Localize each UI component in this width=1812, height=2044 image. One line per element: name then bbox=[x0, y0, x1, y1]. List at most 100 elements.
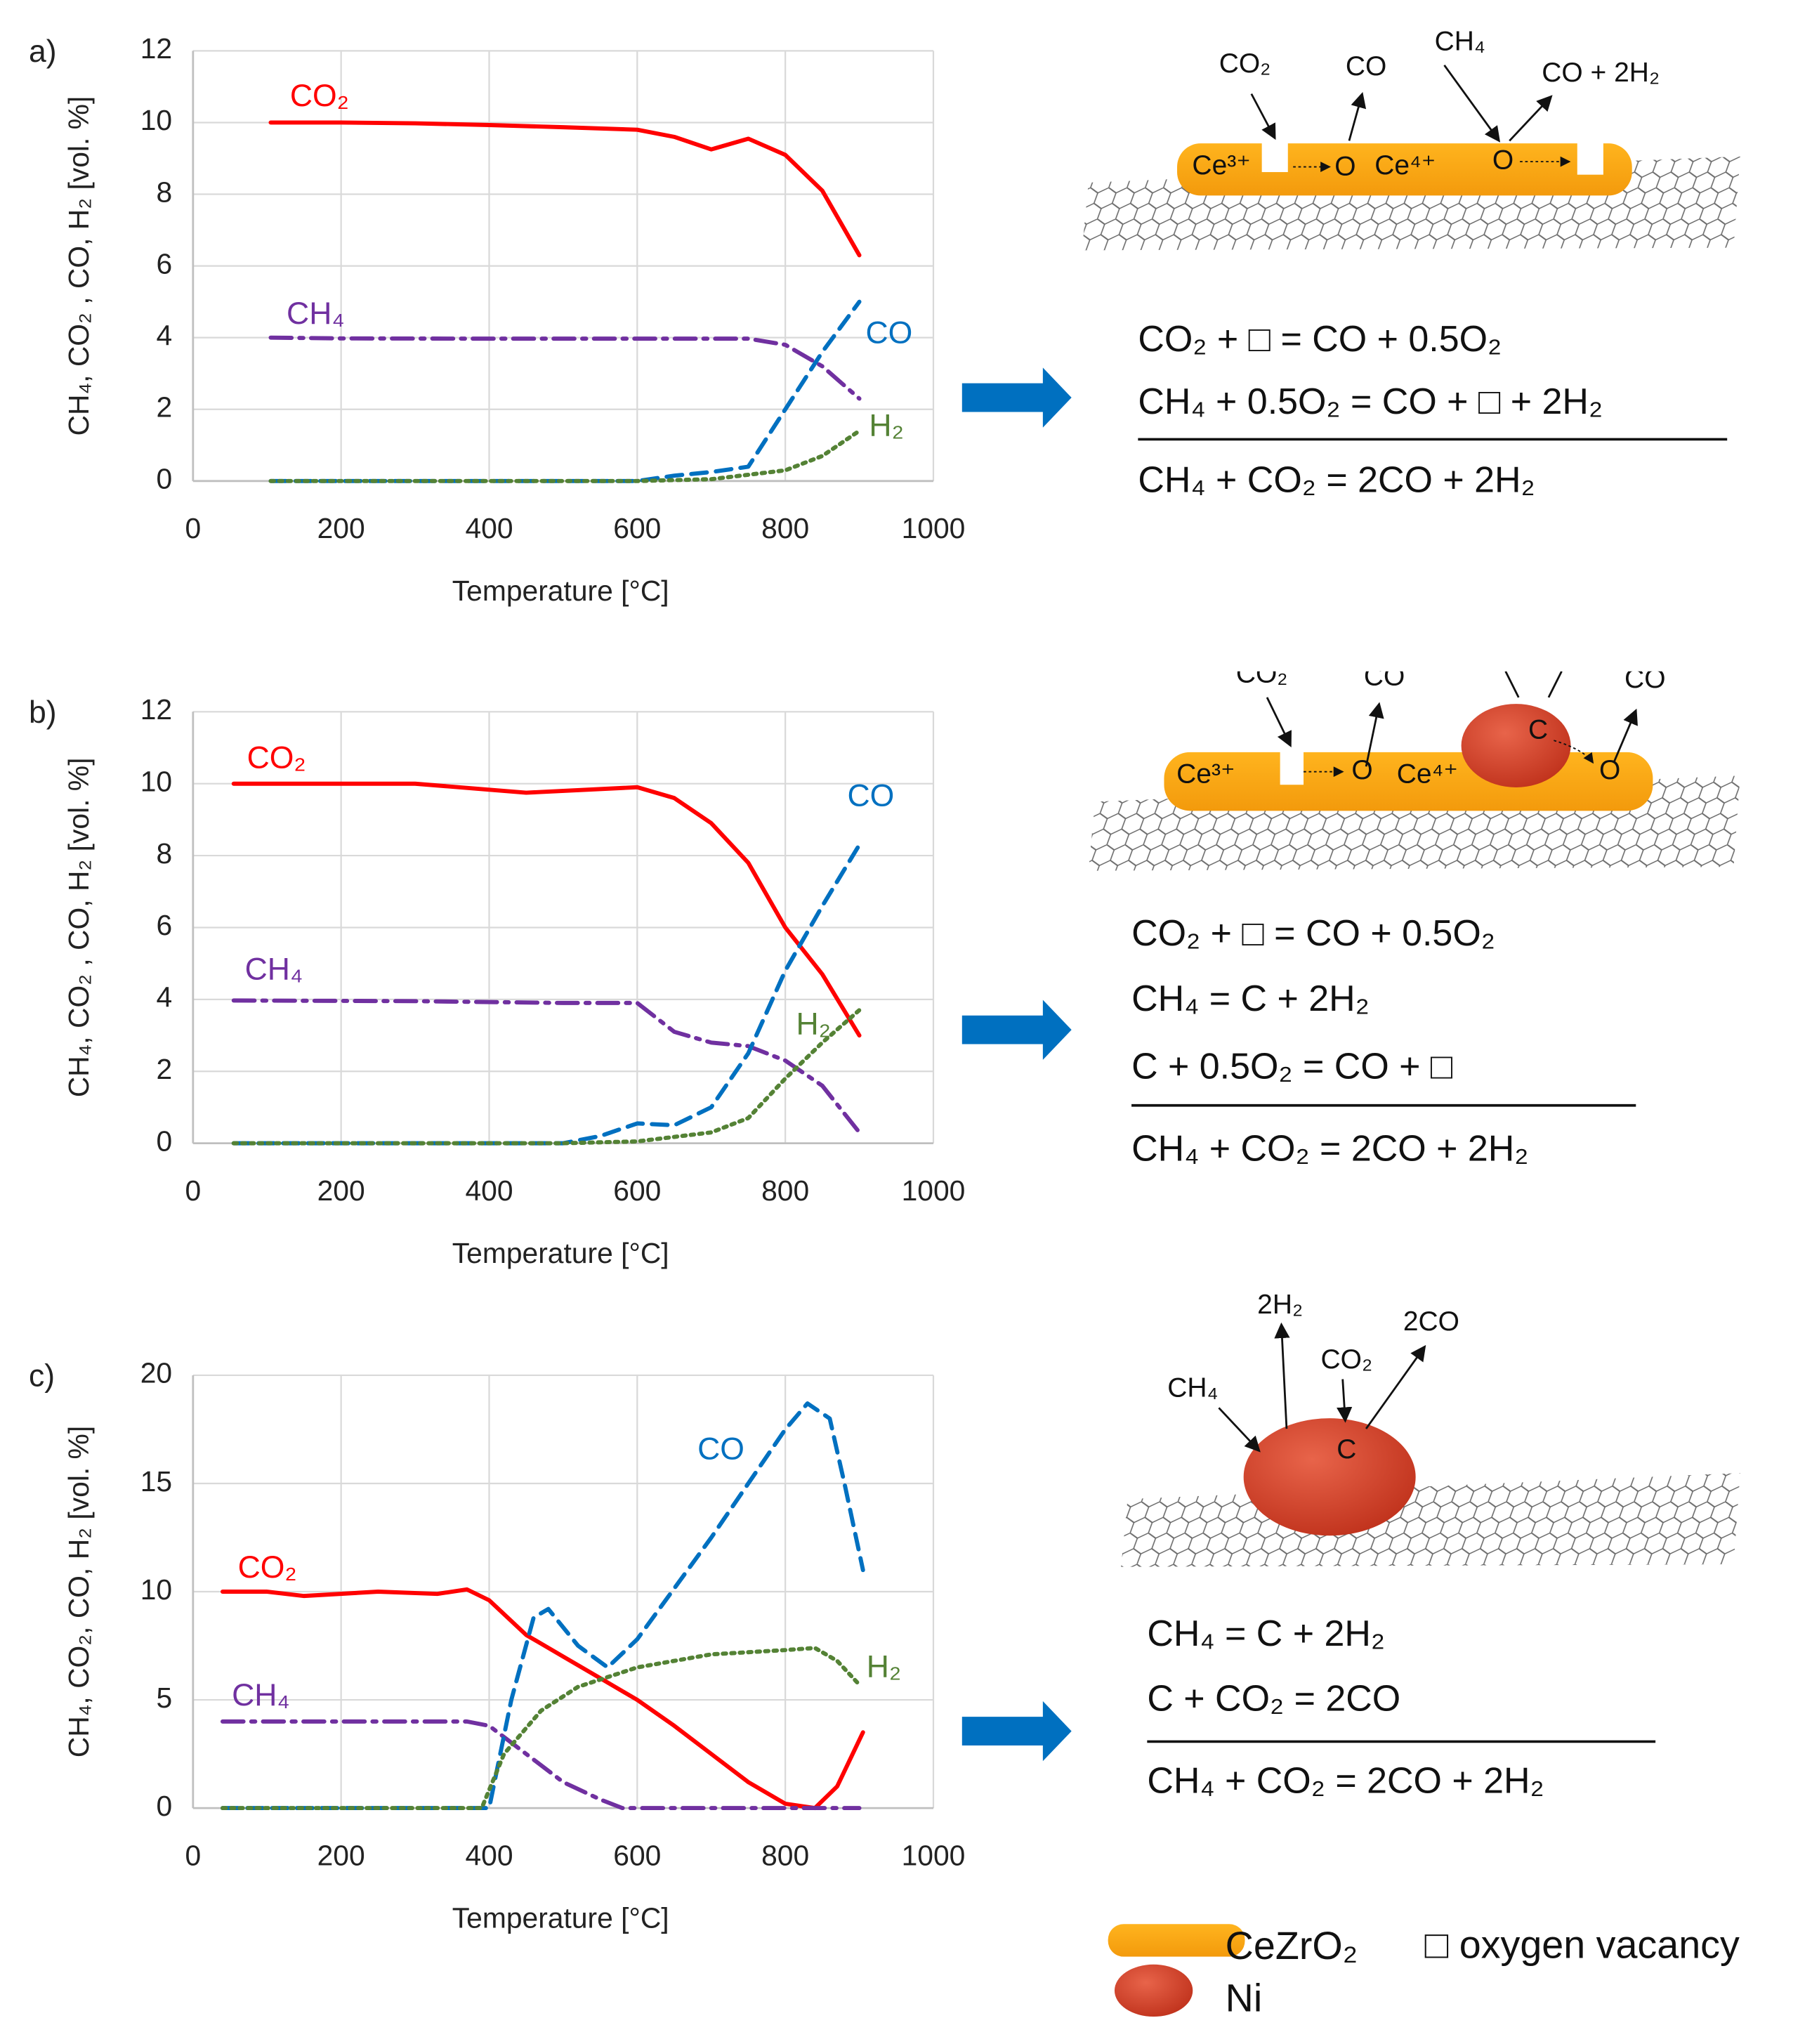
legend-label: □ oxygen vacancy bbox=[1425, 1922, 1740, 1966]
scheme-label: CH₄ bbox=[1167, 1373, 1218, 1403]
x-tick-label: 600 bbox=[613, 1839, 661, 1871]
equation: CH₄ = C + 2H₂ bbox=[1147, 1613, 1385, 1654]
scheme: CO₂ CO CH₄ CO + 2H₂ Ce³⁺ O Ce⁴⁺ O CO₂ + □ = CO +… bbox=[1138, 27, 1660, 501]
panel-label: b) bbox=[29, 695, 57, 730]
panel-label: c) bbox=[29, 1358, 55, 1393]
y-tick-label: 10 bbox=[140, 765, 172, 797]
y-tick-label: 5 bbox=[156, 1682, 172, 1714]
equation-result: CH₄ + CO₂ = 2CO + 2H₂ bbox=[1147, 1761, 1544, 1802]
y-tick-label: 2 bbox=[156, 1053, 172, 1085]
data-line bbox=[220, 1401, 865, 1811]
y-axis-title: CH₄, CO₂ , CO, H₂ [vol. %] bbox=[63, 96, 95, 436]
y-axis-title: CH₄, CO₂, CO, H₂ [vol. %] bbox=[63, 1426, 95, 1757]
series-label: CO bbox=[865, 316, 912, 351]
scheme-art bbox=[961, 64, 1740, 2017]
equation: CO₂ + □ = CO + 0.5O₂ bbox=[1131, 913, 1495, 954]
y-tick-label: 10 bbox=[140, 1573, 172, 1606]
equation-result: CH₄ + CO₂ = 2CO + 2H₂ bbox=[1131, 1128, 1528, 1169]
x-tick-label: 0 bbox=[185, 512, 201, 544]
x-tick-label: 1000 bbox=[902, 1839, 966, 1871]
series-label: CO₂ bbox=[247, 741, 306, 775]
legend-label: CeZrO₂ bbox=[1226, 1924, 1358, 1967]
chart: 0 2 4 6 8 10 12 0 200 400 600 800 1000 Temperature [°… bbox=[29, 32, 965, 607]
data-line bbox=[268, 428, 862, 483]
series-label: CO₂ bbox=[290, 79, 349, 113]
y-tick-label: 4 bbox=[156, 319, 172, 351]
scheme-label: Ce⁴⁺ bbox=[1397, 759, 1458, 790]
scheme-label: 2CO bbox=[1403, 1306, 1459, 1337]
series-label: H₂ bbox=[796, 1007, 831, 1041]
y-tick-label: 15 bbox=[140, 1465, 172, 1498]
scheme-label: O bbox=[1492, 145, 1514, 175]
y-tick-label: 10 bbox=[140, 104, 172, 136]
equation: CH₄ = C + 2H₂ bbox=[1131, 978, 1370, 1019]
x-tick-label: 200 bbox=[317, 1839, 365, 1871]
x-tick-label: 400 bbox=[465, 512, 513, 544]
scheme-label: O bbox=[1351, 755, 1372, 785]
y-tick-label: 2 bbox=[156, 391, 172, 424]
data-line bbox=[220, 1587, 865, 1811]
y-tick-label: 12 bbox=[140, 32, 172, 65]
equation: CH₄ + 0.5O₂ = CO + □ + 2H₂ bbox=[1138, 381, 1603, 422]
x-tick-label: 800 bbox=[761, 1839, 809, 1871]
data-line bbox=[231, 998, 862, 1135]
y-tick-label: 6 bbox=[156, 247, 172, 280]
x-axis-title: Temperature [°C] bbox=[452, 575, 669, 607]
x-tick-label: 800 bbox=[761, 1174, 809, 1207]
series-label: CH₄ bbox=[232, 1678, 289, 1712]
series-label: CO₂ bbox=[238, 1550, 297, 1585]
scheme-label: CO bbox=[1364, 661, 1405, 691]
scheme-label: Ce⁴⁺ bbox=[1374, 150, 1436, 181]
x-tick-label: 800 bbox=[761, 512, 809, 544]
data-line bbox=[231, 1008, 862, 1146]
equation: C + 0.5O₂ = CO + □ bbox=[1131, 1047, 1453, 1087]
scheme-label: CO₂ bbox=[1236, 659, 1288, 689]
data-line bbox=[231, 781, 862, 1038]
x-tick-label: 200 bbox=[317, 512, 365, 544]
series-label: CH₄ bbox=[287, 296, 344, 331]
scheme-label: CO₂ bbox=[1320, 1344, 1372, 1375]
x-tick-label: 600 bbox=[613, 512, 661, 544]
y-tick-label: 20 bbox=[140, 1357, 172, 1389]
y-tick-label: 6 bbox=[156, 909, 172, 941]
scheme-label: 2H₂ bbox=[1257, 1290, 1303, 1320]
x-tick-label: 0 bbox=[185, 1839, 201, 1871]
legend-label: Ni bbox=[1226, 1976, 1263, 2019]
scheme-label: O bbox=[1334, 152, 1355, 182]
data-line bbox=[268, 120, 862, 258]
x-tick-label: 1000 bbox=[902, 1174, 966, 1207]
equation-result: CH₄ + CO₂ = 2CO + 2H₂ bbox=[1138, 459, 1535, 500]
scheme-label: Ce³⁺ bbox=[1192, 150, 1250, 181]
x-tick-label: 0 bbox=[185, 1174, 201, 1207]
x-tick-label: 400 bbox=[465, 1839, 513, 1871]
x-tick-label: 1000 bbox=[902, 512, 966, 544]
x-axis-title: Temperature [°C] bbox=[452, 1901, 669, 1934]
data-line bbox=[268, 335, 862, 401]
scheme-label: C bbox=[1528, 714, 1548, 745]
scheme-label: C bbox=[1337, 1434, 1356, 1465]
series-label: CO bbox=[697, 1432, 744, 1466]
scheme-label: O bbox=[1599, 755, 1620, 785]
chart: 0 2 4 6 8 10 12 0 200 400 600 800 1000 Temperature [°… bbox=[29, 693, 965, 1269]
x-axis-title: Temperature [°C] bbox=[452, 1237, 669, 1269]
y-tick-label: 12 bbox=[140, 693, 172, 726]
scheme-label: CO + 2H₂ bbox=[1542, 58, 1660, 88]
x-tick-label: 600 bbox=[613, 1174, 661, 1207]
data-line bbox=[231, 842, 862, 1146]
data-line bbox=[220, 1646, 862, 1811]
scheme-label: CO bbox=[1624, 664, 1665, 694]
series-label: CO bbox=[847, 779, 894, 813]
panel-label: a) bbox=[29, 34, 57, 69]
scheme-label: CO₂ bbox=[1219, 48, 1271, 79]
y-tick-label: 4 bbox=[156, 981, 172, 1014]
y-axis-title: CH₄, CO₂ , CO, H₂ [vol. %] bbox=[63, 758, 95, 1098]
data-line bbox=[268, 299, 862, 483]
scheme-label: CH₄ bbox=[1435, 27, 1485, 57]
series-label: H₂ bbox=[867, 1649, 901, 1684]
y-tick-label: 0 bbox=[156, 1125, 172, 1157]
scheme-label: Ce³⁺ bbox=[1176, 759, 1235, 790]
x-tick-label: 400 bbox=[465, 1174, 513, 1207]
